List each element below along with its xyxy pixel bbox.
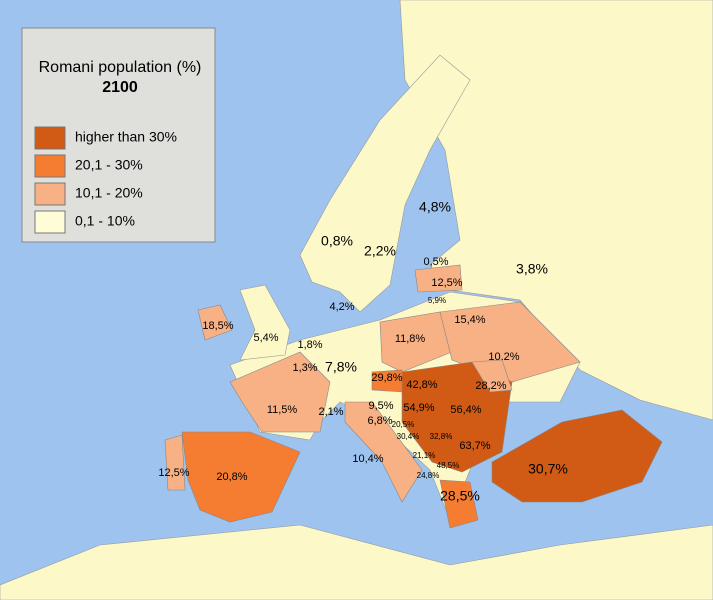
label: 48,5% [437, 461, 460, 470]
label: 2,1% [318, 406, 343, 418]
label: 12,5% [431, 277, 462, 289]
legend-label: 10,1 - 20% [75, 185, 143, 201]
legend-items: higher than 30% 20,1 - 30% 10,1 - 20% 0,1 -… [34, 126, 177, 234]
label: 0,5% [423, 256, 448, 268]
region [164, 434, 186, 491]
label: 28,5% [440, 488, 480, 504]
label: 5,9% [428, 296, 446, 305]
label: 0,8% [321, 233, 353, 249]
label: 4,2% [329, 301, 354, 313]
legend-label: 0,1 - 10% [75, 213, 135, 229]
legend-label: 20,1 - 30% [75, 157, 143, 173]
region [229, 351, 331, 433]
country-labels: 4,8% 0,8% 2,2% 0,5% 3,8% 12,5% 5,9% 4,2%… [158, 199, 567, 504]
label: 18,5% [202, 320, 233, 332]
label: 4,8% [419, 199, 451, 215]
region [197, 304, 233, 341]
region [379, 311, 453, 373]
region [491, 409, 663, 503]
legend-swatch [34, 126, 66, 150]
label: 11,8% [395, 333, 426, 345]
legend-swatch [34, 182, 66, 206]
label: 3,8% [516, 261, 548, 277]
legend-label: higher than 30% [75, 129, 177, 145]
legend-title: Romani population (%) [39, 59, 202, 76]
label: 5,4% [253, 332, 278, 344]
region [439, 479, 479, 529]
label: 10,4% [352, 453, 383, 465]
region [344, 401, 423, 503]
label: 32,8% [430, 432, 453, 441]
legend-year: 2100 [102, 79, 138, 96]
label: 30,7% [528, 461, 568, 477]
legend: Romani population (%) 2100 higher than 3… [21, 27, 216, 243]
label: 56,4% [450, 404, 481, 416]
label: 2,2% [364, 243, 396, 259]
label: 11,5% [267, 404, 298, 416]
label: 28,2% [475, 380, 506, 392]
label: 15,4% [454, 314, 485, 326]
label: 7,8% [325, 359, 357, 375]
region [414, 264, 463, 293]
label: 12,5% [158, 467, 189, 479]
label: 9,5% [368, 400, 393, 412]
label: 20,8% [216, 471, 247, 483]
label: 20,5% [392, 420, 415, 429]
region [471, 359, 513, 393]
region [181, 431, 301, 523]
label: 30,4% [397, 432, 420, 441]
label: 1,8% [297, 339, 322, 351]
label: 6,8% [367, 415, 392, 427]
label: 24,8% [417, 471, 440, 480]
label: 42,8% [406, 379, 437, 391]
label: 54,9% [403, 402, 434, 414]
label: 21,1% [413, 451, 436, 460]
label: 29,8% [371, 372, 402, 384]
label: 1,3% [292, 362, 317, 374]
legend-swatch [34, 210, 66, 234]
label: 10.2% [488, 351, 519, 363]
label: 63,7% [459, 440, 490, 452]
legend-swatch [34, 154, 66, 178]
regions [164, 264, 663, 529]
